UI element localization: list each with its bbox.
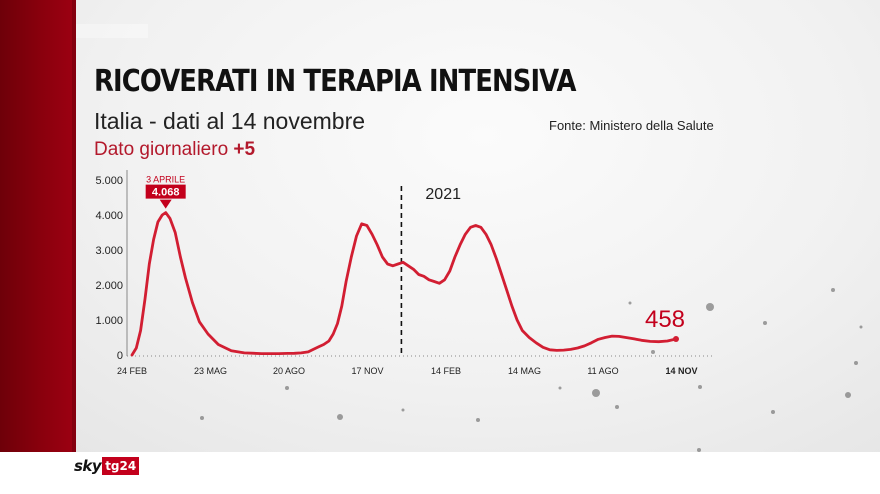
texture-dot bbox=[200, 416, 204, 420]
y-tick-label: 1.000 bbox=[95, 315, 123, 327]
texture-dot bbox=[763, 321, 767, 325]
x-tick-label: 14 FEB bbox=[431, 366, 461, 376]
chart-subtitle: Italia - dati al 14 novembre bbox=[94, 108, 366, 134]
decorative-dots bbox=[200, 288, 863, 452]
daily-change-value: +5 bbox=[233, 139, 256, 160]
y-tick-label: 5.000 bbox=[95, 175, 123, 187]
texture-dot bbox=[854, 361, 858, 365]
peak-arrow-icon bbox=[159, 199, 172, 209]
texture-dot bbox=[401, 408, 405, 412]
daily-change-label: Dato giornaliero bbox=[94, 139, 229, 160]
chart-title: RICOVERATI IN TERAPIA INTENSIVA bbox=[94, 64, 577, 99]
sky-tg24-logo: sky tg24 bbox=[74, 455, 140, 477]
peak-annotation: 3 APRILE 4.068 bbox=[145, 175, 186, 209]
texture-dot bbox=[859, 325, 863, 329]
year-label: 2021 bbox=[425, 186, 461, 203]
x-tick-label: 23 MAG bbox=[194, 366, 227, 376]
texture-dot bbox=[558, 386, 562, 390]
x-tick-label: 24 FEB bbox=[117, 366, 147, 376]
last-value-label: 458 bbox=[645, 306, 685, 333]
y-tick-label: 4.000 bbox=[95, 210, 123, 222]
x-tick-label: 17 NOV bbox=[351, 366, 383, 376]
y-tick-label: 3.000 bbox=[95, 245, 123, 257]
texture-dot bbox=[698, 385, 702, 389]
texture-dot bbox=[337, 414, 343, 420]
logo-sky-text: sky bbox=[74, 457, 102, 475]
peak-value-box bbox=[145, 184, 186, 199]
texture-dot bbox=[831, 288, 835, 292]
texture-dot bbox=[771, 410, 775, 414]
texture-dot bbox=[476, 418, 480, 422]
source-note: Fonte: Ministero della Salute bbox=[549, 118, 714, 133]
y-axis-ticks: 0 1.000 2.000 3.000 4.000 5.000 bbox=[95, 175, 123, 362]
texture-dot bbox=[697, 448, 701, 452]
x-axis-ticks: 24 FEB 23 MAG 20 AGO 17 NOV 14 FEB 14 MAG 11 A… bbox=[117, 366, 698, 376]
x-tick-label: 14 NOV bbox=[665, 366, 697, 376]
top-marker bbox=[76, 24, 148, 38]
texture-dot bbox=[628, 301, 632, 305]
bottom-bar bbox=[0, 452, 880, 494]
peak-date-label: 3 APRILE bbox=[146, 175, 185, 185]
x-tick-label: 11 AGO bbox=[587, 366, 618, 376]
texture-dot bbox=[285, 386, 289, 390]
texture-dot bbox=[845, 392, 851, 398]
graphic-background: RICOVERATI IN TERAPIA INTENSIVA Italia -… bbox=[0, 0, 880, 452]
texture-dot bbox=[651, 350, 655, 354]
y-tick-label: 0 bbox=[117, 350, 123, 362]
series-end-point bbox=[673, 335, 679, 342]
daily-change: Dato giornaliero +5 bbox=[94, 139, 255, 161]
texture-dot bbox=[592, 389, 600, 397]
x-tick-label: 20 AGO bbox=[273, 366, 305, 376]
x-tick-label: 14 MAG bbox=[508, 366, 541, 376]
y-tick-label: 2.000 bbox=[95, 280, 123, 292]
texture-dot bbox=[706, 303, 714, 311]
left-red-band bbox=[0, 0, 76, 452]
peak-value-label: 4.068 bbox=[152, 187, 180, 199]
logo-tg24-text: tg24 bbox=[102, 457, 140, 475]
series-line bbox=[130, 211, 678, 357]
texture-dot bbox=[615, 405, 619, 409]
